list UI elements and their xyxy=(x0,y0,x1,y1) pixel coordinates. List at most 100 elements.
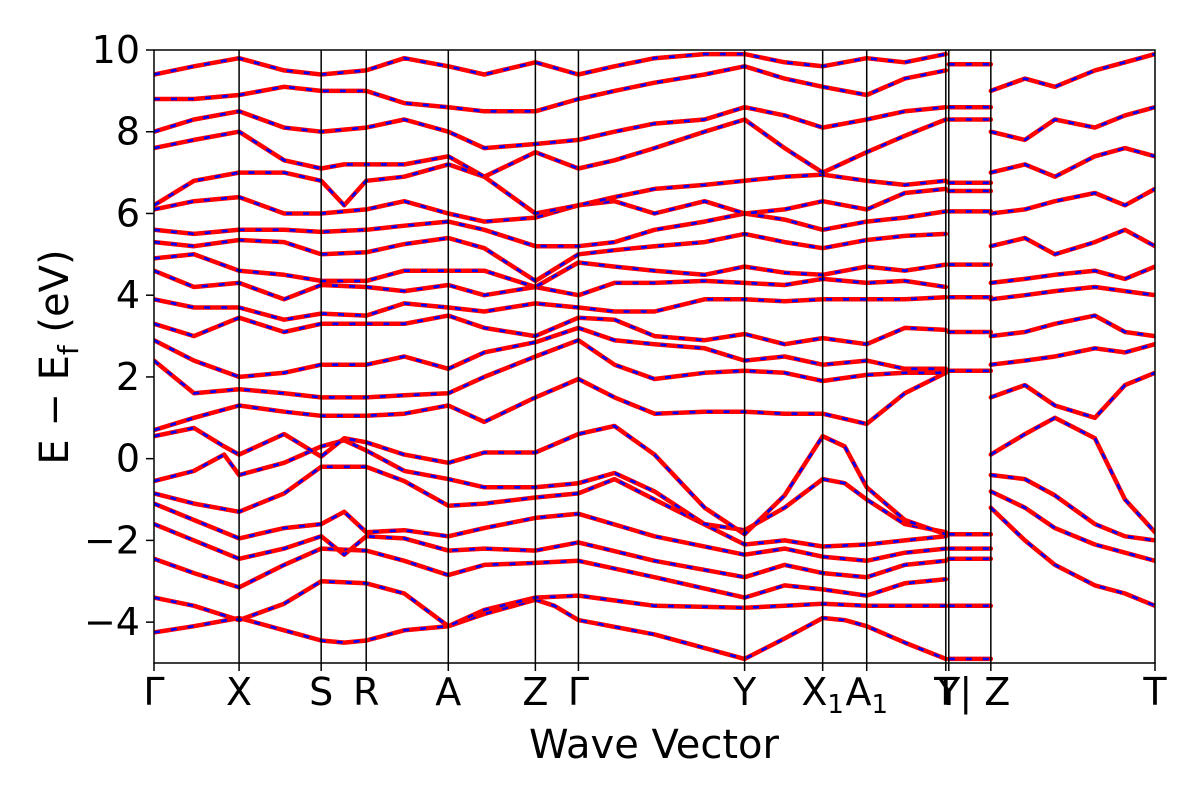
band-13-solid xyxy=(154,268,949,302)
band-31-solid xyxy=(988,264,1155,286)
x-tick-label: Y xyxy=(732,670,757,714)
y-tick-label: 10 xyxy=(92,28,140,72)
x-tick-label: T xyxy=(1142,670,1167,714)
band-5 xyxy=(154,464,949,549)
y-tick-label: −2 xyxy=(84,518,140,562)
band-33-dashed xyxy=(990,187,1155,215)
x-tick-label: A xyxy=(435,670,461,714)
band-17-dashed xyxy=(154,187,946,223)
band-23-solid xyxy=(988,505,1155,609)
band-29 xyxy=(988,313,1155,339)
band-26-solid xyxy=(988,415,1155,535)
band-33 xyxy=(988,186,1155,216)
x-tick-label: S xyxy=(309,670,333,714)
band-23-dashed xyxy=(989,506,1155,608)
band-26-dashed xyxy=(990,416,1155,534)
band-26 xyxy=(988,415,1155,535)
y-tick-label: 2 xyxy=(116,355,140,399)
band-12 xyxy=(154,294,949,322)
x-tick-label: R xyxy=(353,670,379,714)
band-12-dashed xyxy=(154,295,946,322)
band-30-solid xyxy=(988,284,1155,302)
band-32-dashed xyxy=(990,228,1155,256)
band-29-dashed xyxy=(990,314,1155,338)
y-axis-label-unit: (eV) xyxy=(32,249,78,345)
y-axis-label-main: E − E xyxy=(32,355,78,465)
y-tick-label: −4 xyxy=(84,600,140,644)
band-11 xyxy=(154,313,949,347)
band-9 xyxy=(154,337,949,400)
band-24 xyxy=(988,489,1155,564)
band-11-dashed xyxy=(154,314,946,346)
x-tick-label: | Z xyxy=(959,670,1010,715)
band-9-solid xyxy=(154,337,949,400)
x-tick-label: X1 xyxy=(801,670,844,720)
band-28 xyxy=(988,341,1155,367)
band-20-dashed xyxy=(154,105,946,150)
band-30 xyxy=(988,284,1155,302)
band-34 xyxy=(988,145,1155,179)
high-symmetry-lines xyxy=(238,50,992,663)
band-2-dashed xyxy=(154,547,946,599)
band-17-solid xyxy=(154,186,949,224)
band-10-dashed xyxy=(154,326,946,379)
band-21-dashed xyxy=(154,65,947,113)
band-10 xyxy=(154,325,949,380)
band-15 xyxy=(154,231,949,284)
x-tick-label: Γ xyxy=(143,670,164,714)
band-32 xyxy=(988,227,1155,257)
bands-layer xyxy=(154,51,1155,662)
y-axis-label: E − Ef (eV) xyxy=(32,249,85,464)
x-tick-label: Z xyxy=(522,670,548,714)
band-13 xyxy=(154,268,949,302)
band-31-dashed xyxy=(990,265,1155,285)
y-tick-label: 8 xyxy=(116,110,140,154)
band-1 xyxy=(154,579,949,629)
band-27 xyxy=(988,370,1155,421)
band-35-solid xyxy=(988,104,1155,143)
band-21 xyxy=(154,64,949,114)
band-22 xyxy=(154,51,949,77)
x-tick-label: Γ xyxy=(568,670,589,714)
band-32-solid xyxy=(988,227,1155,257)
band-20 xyxy=(154,104,949,151)
band-28-solid xyxy=(988,341,1155,367)
band-22-solid xyxy=(154,51,949,77)
band-16-dashed xyxy=(154,210,946,248)
x-axis-label: Wave Vector xyxy=(529,722,780,768)
band-14-dashed xyxy=(154,253,946,289)
band-19-dashed xyxy=(154,118,947,178)
band-16 xyxy=(154,209,949,249)
y-tick-label: 0 xyxy=(116,437,140,481)
band-22-dashed xyxy=(154,52,947,76)
band-1-solid xyxy=(154,579,949,629)
band-15-dashed xyxy=(154,232,946,283)
x-tick-label: X xyxy=(226,670,252,714)
y-axis-label-sub: f xyxy=(52,344,85,355)
x-tick-label: A1 xyxy=(845,670,888,720)
band-28-dashed xyxy=(990,342,1155,366)
band-36-solid xyxy=(988,51,1155,94)
band-34-dashed xyxy=(990,146,1155,178)
band-17 xyxy=(154,186,949,224)
band-30-dashed xyxy=(990,285,1155,301)
band-23 xyxy=(988,505,1155,609)
band-29-solid xyxy=(988,313,1155,339)
band-14 xyxy=(154,252,949,290)
y-tick-label: 6 xyxy=(116,191,140,235)
band-36 xyxy=(988,51,1155,94)
plot-frame xyxy=(153,49,1156,664)
band-33-solid xyxy=(988,186,1155,216)
band-24-solid xyxy=(988,489,1155,564)
band-31 xyxy=(988,264,1155,286)
y-ticks: −4 −2 0 2 4 6 8 10 xyxy=(84,28,154,644)
band-5-dashed xyxy=(154,465,946,548)
band-8 xyxy=(154,370,949,433)
band-34-solid xyxy=(988,145,1155,179)
band-25 xyxy=(988,472,1155,543)
band-24-dashed xyxy=(990,490,1155,563)
y-tick-label: 4 xyxy=(116,273,140,317)
